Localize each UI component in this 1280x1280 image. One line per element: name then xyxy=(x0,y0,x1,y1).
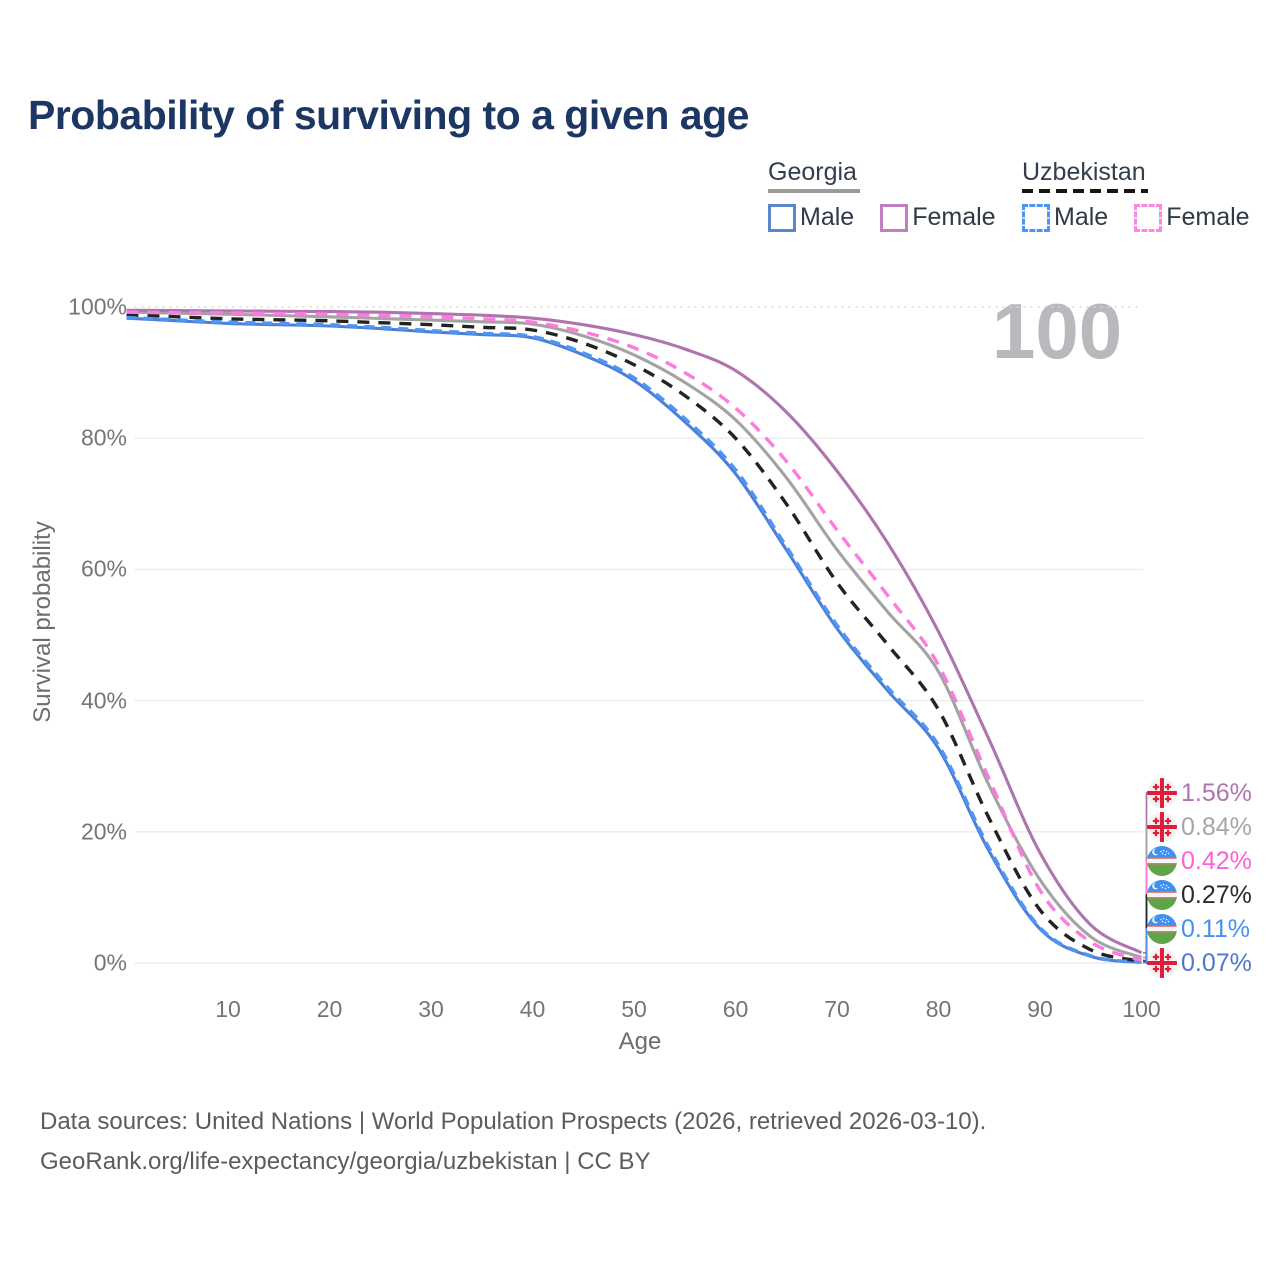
x-tick-label-40: 40 xyxy=(519,996,546,1022)
x-tick-label-20: 20 xyxy=(316,996,343,1022)
y-tick-label-80: 80% xyxy=(80,424,127,451)
uzbekistan-flag-icon xyxy=(1147,846,1177,876)
footer-attribution: GeoRank.org/life-expectancy/georgia/uzbe… xyxy=(40,1148,651,1175)
line-georgia-male[interactable] xyxy=(126,316,1142,965)
x-tick-label-60: 60 xyxy=(722,996,749,1022)
georgia-flag-icon xyxy=(1147,778,1177,808)
legend-item-label: Female xyxy=(1166,203,1250,231)
legend-item-uzbekistan-female[interactable]: Female xyxy=(1134,203,1250,232)
x-tick-label-70: 70 xyxy=(824,996,850,1022)
line-uzbekistan-female[interactable] xyxy=(126,310,1143,962)
legend-item-label: Female xyxy=(912,203,996,231)
line-uzbekistan-male[interactable] xyxy=(126,315,1142,964)
legend-item-label: Male xyxy=(800,203,855,231)
line-georgia-female[interactable] xyxy=(126,308,1143,955)
uzbekistan-male-swatch-icon xyxy=(1022,203,1050,232)
georgia-male-swatch-icon xyxy=(768,203,796,232)
x-tick-label-10: 10 xyxy=(215,996,241,1022)
legend-item-georgia-female[interactable]: Female xyxy=(880,203,996,232)
x-tick-label-50: 50 xyxy=(621,996,647,1022)
page-title: Probability of surviving to a given age xyxy=(28,92,749,138)
end-label-uzbekistan-both: 0.27% xyxy=(1181,880,1252,909)
end-label-uzbekistan-female: 0.42% xyxy=(1181,846,1252,875)
uzbekistan-flag-icon xyxy=(1147,914,1177,944)
legend-item-uzbekistan-male[interactable]: Male xyxy=(1022,203,1108,232)
georgia-flag-icon xyxy=(1147,812,1177,842)
y-tick-label-100: 100% xyxy=(68,293,127,320)
x-tick-label-80: 80 xyxy=(925,996,952,1022)
legend-group-georgia: Georgia Male Female xyxy=(768,158,996,232)
uzbekistan-female-swatch-icon xyxy=(1134,203,1163,232)
line-uzbekistan-both[interactable] xyxy=(126,313,1142,963)
legend-group-uzbekistan-title: Uzbekistan xyxy=(1022,158,1146,186)
legend-item-georgia-male[interactable]: Male xyxy=(768,203,854,232)
y-axis-title: Survival probability xyxy=(29,521,56,723)
x-tick-label-100: 100 xyxy=(1122,996,1161,1022)
end-label-row-georgia-male: 0.07% xyxy=(1147,946,1252,980)
x-tick-label-30: 30 xyxy=(418,996,444,1022)
legend-item-label: Male xyxy=(1054,203,1109,231)
end-label-georgia-male: 0.07% xyxy=(1181,948,1252,977)
georgia-flag-icon xyxy=(1147,948,1177,978)
y-tick-label-40: 40% xyxy=(80,687,127,714)
y-tick-label-0: 0% xyxy=(93,949,127,976)
end-label-row-uzbekistan-female: 0.42% xyxy=(1147,844,1252,878)
end-label-row-uzbekistan-both: 0.27% xyxy=(1147,878,1252,912)
y-tick-label-20: 20% xyxy=(80,818,127,845)
footer-sources: Data sources: United Nations | World Pop… xyxy=(40,1108,987,1135)
end-label-row-georgia-both: 0.84% xyxy=(1147,810,1252,844)
uzbekistan-dashed-line-swatch xyxy=(1022,189,1148,193)
end-label-georgia-both: 0.84% xyxy=(1181,812,1252,841)
y-tick-label-60: 60% xyxy=(80,555,127,582)
legend-group-georgia-title: Georgia xyxy=(768,158,857,186)
x-axis-title: Age xyxy=(618,1028,662,1055)
age-watermark: 100 xyxy=(992,287,1123,375)
end-label-georgia-female: 1.56% xyxy=(1181,778,1252,807)
end-label-uzbekistan-male: 0.11% xyxy=(1181,914,1251,943)
legend: Georgia Male Female Uzbekistan Male xyxy=(0,158,1280,248)
georgia-female-swatch-icon xyxy=(880,203,909,232)
line-georgia-both[interactable] xyxy=(126,310,1143,959)
x-tick-label-90: 90 xyxy=(1027,996,1053,1022)
end-label-row-georgia-female: 1.56% xyxy=(1147,776,1252,810)
uzbekistan-flag-icon xyxy=(1147,880,1177,910)
georgia-solid-line-swatch xyxy=(768,189,860,193)
legend-group-uzbekistan: Uzbekistan Male Female xyxy=(1022,158,1250,232)
end-label-row-uzbekistan-male: 0.11% xyxy=(1147,912,1250,946)
